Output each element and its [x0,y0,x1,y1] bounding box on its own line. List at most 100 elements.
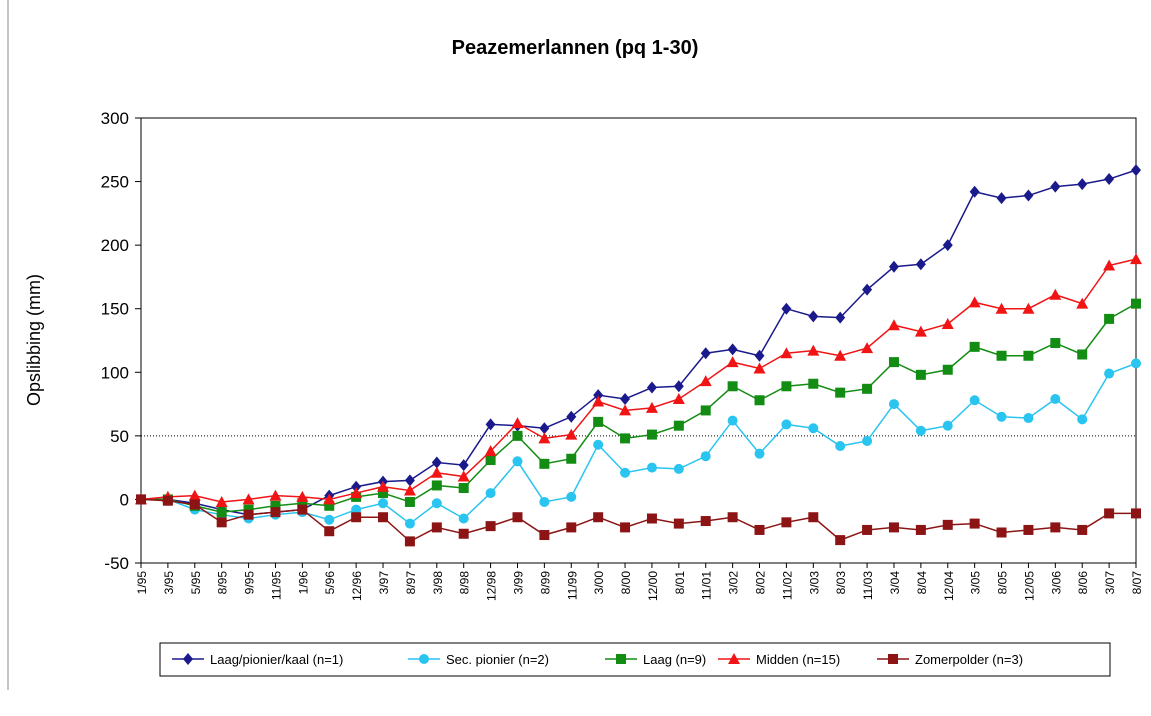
data-point [781,302,792,315]
data-point [942,420,953,431]
data-point [1131,164,1141,177]
data-point [754,524,765,535]
data-point [377,480,390,492]
data-point [942,364,953,375]
x-tick-label: 3/98 [431,571,445,595]
data-point [593,416,604,427]
data-point [646,429,657,440]
data-point [1022,302,1035,314]
data-point [996,192,1007,205]
data-point [942,239,953,252]
data-point [539,422,550,435]
data-point [620,392,631,405]
data-point [593,439,604,450]
data-point [539,530,550,541]
legend-box [159,642,1111,677]
data-point [835,387,846,398]
data-point [485,488,496,499]
data-point [941,317,954,329]
data-point [673,518,684,529]
data-point [1130,253,1142,265]
data-point [673,380,684,393]
data-point [780,347,793,359]
data-point [781,419,792,430]
data-point [1077,349,1088,360]
data-point [834,349,847,361]
data-point [1023,189,1034,202]
data-point [888,399,899,410]
legend-marker [616,654,626,664]
data-point [835,441,846,452]
x-tick-label: 8/01 [673,571,687,595]
legend-marker [728,653,740,664]
data-point [431,480,442,491]
data-point [646,462,657,473]
x-tick-label: 11/95 [269,571,283,600]
data-point [1104,173,1115,186]
data-point [835,311,846,324]
data-point [1023,413,1034,424]
data-point [807,344,820,356]
data-point [404,474,415,487]
data-point [565,428,578,440]
x-tick-label: 8/99 [538,571,552,595]
x-tick-label: 12/98 [485,571,499,601]
x-tick-label: 8/05 [996,571,1010,595]
data-point [351,480,362,493]
data-point [646,381,657,394]
data-point [593,389,604,402]
data-point [781,381,792,392]
data-point [1050,393,1061,404]
data-point [1077,414,1088,425]
data-point [512,430,523,441]
data-point [862,383,873,394]
x-tick-label: 3/07 [1103,571,1117,595]
series-line [140,258,1137,503]
data-point [350,487,363,499]
y-tick-label: 100 [101,363,129,382]
y-tick-label: 300 [101,109,129,128]
x-tick-label: 3/06 [1049,571,1063,595]
data-point [404,536,415,547]
data-point [996,527,1007,538]
x-tick-label: 8/07 [1130,571,1144,595]
data-point [136,494,146,505]
data-point [188,489,201,501]
data-point [620,522,631,533]
data-point [888,357,899,368]
x-tick-label: 1/95 [135,571,149,595]
data-point [189,499,200,510]
data-point [430,466,443,478]
x-tick-label: 8/95 [216,571,230,595]
x-tick-label: 3/95 [162,571,176,595]
y-tick-label: 250 [101,173,129,192]
data-point [969,518,980,529]
data-point [243,509,254,520]
x-tick-label: 8/04 [915,571,929,595]
data-point [673,463,684,474]
data-point [754,395,765,406]
series-line [141,169,1137,516]
legend-marker [419,654,429,664]
x-tick-label: 5/96 [323,571,337,595]
data-point [431,456,442,469]
x-tick-label: 12/05 [1022,571,1036,601]
x-tick-label: 3/99 [511,571,525,595]
data-point [1050,180,1061,193]
data-point [458,482,469,493]
y-tick-label: 200 [101,236,129,255]
data-point [458,513,469,524]
data-point [646,513,657,524]
data-point [431,522,442,533]
data-point [1049,288,1062,300]
x-tick-label: 8/03 [834,571,848,595]
data-point [942,519,953,530]
data-point [1131,298,1141,309]
data-point [1077,524,1088,535]
data-point [995,302,1008,314]
x-tick-label: 3/00 [592,571,606,595]
data-point [512,456,523,467]
data-point [699,375,712,387]
data-point [242,493,255,505]
